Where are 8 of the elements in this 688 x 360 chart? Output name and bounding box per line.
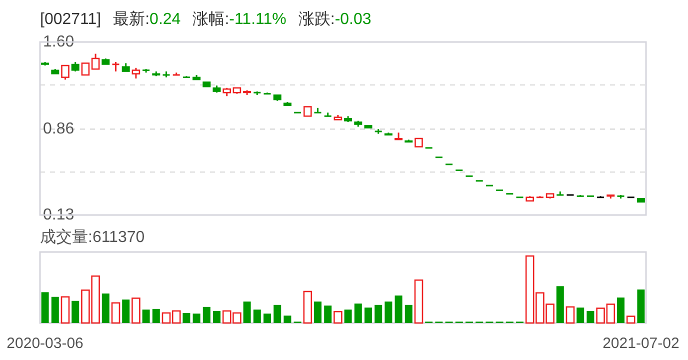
title: [002711]	[40, 11, 102, 28]
annotation: 涨跌:	[298, 11, 335, 28]
annotation: 最新:	[113, 11, 150, 28]
annotation: -0.03	[334, 11, 372, 28]
annotation: -11.11%	[229, 11, 286, 28]
title: 成交量:611370	[40, 229, 145, 246]
annotation: 0.24	[150, 11, 181, 28]
annotation: 涨幅:	[192, 11, 230, 28]
